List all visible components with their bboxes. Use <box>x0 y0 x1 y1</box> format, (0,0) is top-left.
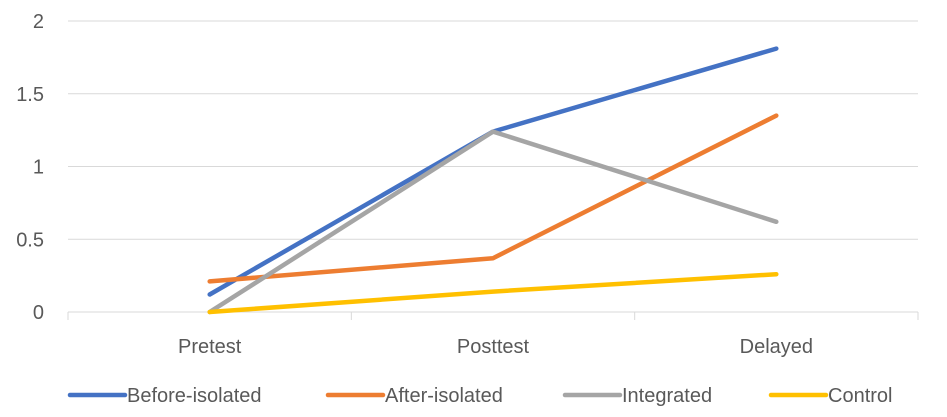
legend-label: Control <box>828 385 892 407</box>
y-tick-label: 0.5 <box>16 229 44 251</box>
series-line <box>207 113 779 284</box>
series-line <box>207 271 779 315</box>
gridlines <box>68 20 918 240</box>
legend: Before-isolated After-isolated Integrated C… <box>67 385 892 407</box>
series-line <box>207 129 779 315</box>
x-tick-label: Delayed <box>740 336 813 358</box>
x-axis: Pretest Posttest Delayed <box>67 311 919 358</box>
series-lines <box>207 46 779 315</box>
x-tick-label: Pretest <box>178 336 242 358</box>
legend-label: Integrated <box>622 385 712 407</box>
x-tick-label: Posttest <box>457 336 530 358</box>
y-tick-label: 0 <box>33 302 44 324</box>
legend-label: Before-isolated <box>127 385 262 407</box>
y-tick-label: 2 <box>33 11 44 33</box>
y-axis: 0 0.5 1 1.5 2 <box>16 11 44 324</box>
y-tick-label: 1 <box>33 157 44 179</box>
legend-label: After-isolated <box>385 385 503 407</box>
y-tick-label: 1.5 <box>16 84 44 106</box>
